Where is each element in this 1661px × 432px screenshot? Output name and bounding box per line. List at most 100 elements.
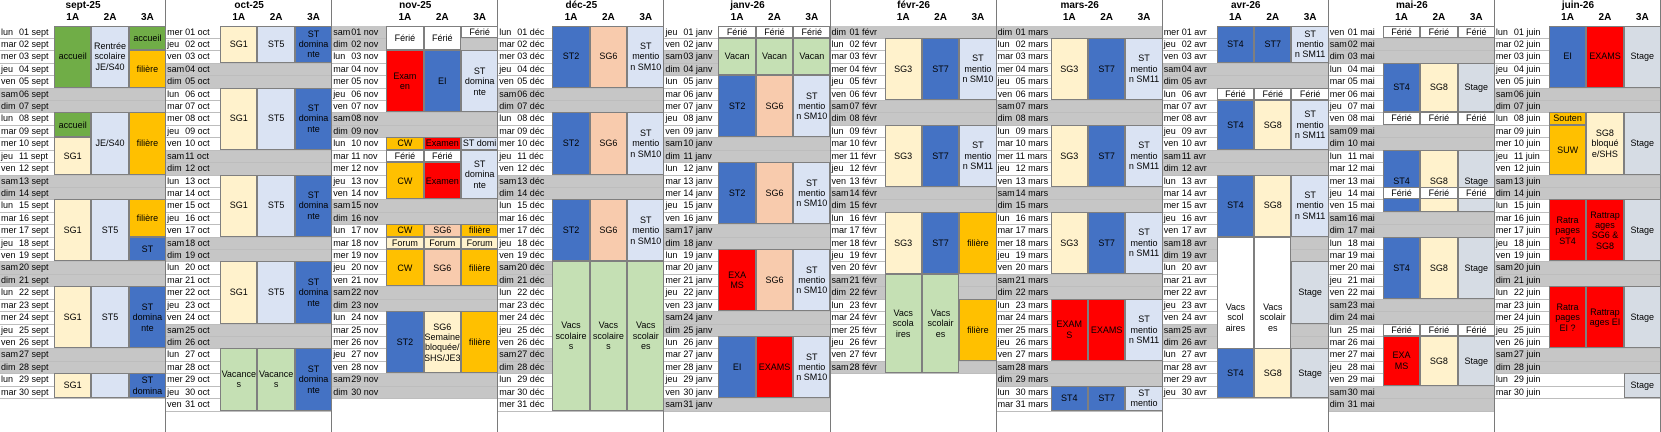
schedule-block[interactable]: Rattrap ages EI [1586, 286, 1624, 349]
schedule-block[interactable]: EI [1548, 25, 1587, 88]
schedule-block[interactable] [91, 373, 129, 399]
schedule-block[interactable]: SG8 bloqué e/SHS [1586, 112, 1624, 175]
schedule-block[interactable]: Férié [386, 25, 424, 51]
schedule-block[interactable]: ST5 [257, 261, 295, 324]
schedule-block[interactable]: Férié [386, 149, 424, 163]
schedule-block[interactable]: Ratra pages ST4 [1548, 199, 1587, 262]
schedule-block[interactable]: Vacs scola ires [884, 273, 922, 374]
schedule-block[interactable]: SG1 [220, 174, 258, 237]
schedule-block[interactable]: EXA MS [718, 249, 756, 312]
schedule-block[interactable]: ST2 [552, 199, 590, 262]
schedule-block[interactable]: Férié [718, 25, 756, 38]
schedule-block[interactable]: SG6 Semaine bloquée/ SHS/JE3 [423, 311, 461, 374]
schedule-block[interactable]: ST mentio n SM11 [1125, 211, 1163, 274]
schedule-block[interactable]: ST5 [257, 25, 295, 63]
schedule-block[interactable]: Vacance s [257, 348, 295, 411]
schedule-block[interactable]: Stage [1457, 336, 1495, 386]
schedule-block[interactable]: Férié [460, 25, 499, 38]
schedule-block[interactable]: Forum [423, 236, 461, 250]
schedule-block[interactable]: Férié [1382, 112, 1421, 125]
schedule-block[interactable]: ST domi [460, 137, 499, 150]
schedule-block[interactable]: Forum [386, 236, 424, 250]
schedule-block[interactable]: Férié [793, 25, 831, 38]
schedule-block[interactable]: ST domina nte [128, 286, 167, 349]
schedule-block[interactable]: CW [386, 224, 424, 237]
schedule-block[interactable]: ST7 [1254, 25, 1292, 63]
schedule-block[interactable]: SUW [1548, 124, 1587, 175]
schedule-block[interactable]: Férié [755, 25, 794, 38]
schedule-block[interactable]: SG1 [220, 25, 258, 63]
schedule-block[interactable]: Férié [1457, 25, 1495, 38]
schedule-block[interactable]: ST domina nte [294, 87, 333, 150]
schedule-block[interactable]: Férié [423, 149, 461, 163]
schedule-block[interactable]: filière [128, 112, 167, 175]
schedule-block[interactable]: ST2 [386, 311, 424, 374]
schedule-block[interactable]: ST4 [1050, 385, 1088, 411]
schedule-block[interactable]: filière [128, 50, 167, 88]
schedule-block[interactable]: ST5 [91, 199, 129, 262]
schedule-block[interactable]: ST mentio n SM10 [627, 199, 665, 262]
schedule-block[interactable]: ST mentio n SM10 [627, 25, 665, 88]
schedule-block[interactable]: ST [128, 236, 167, 262]
schedule-block[interactable]: ST4 [1382, 149, 1421, 212]
schedule-block[interactable]: ST4 [1216, 100, 1255, 150]
schedule-block[interactable]: accueil [128, 25, 167, 51]
schedule-block[interactable]: ST domina nte [294, 348, 333, 411]
schedule-block[interactable]: Vacan [793, 37, 831, 76]
schedule-block[interactable]: Stage [1623, 286, 1661, 349]
schedule-block[interactable]: ST mentio n SM10 [793, 162, 831, 225]
schedule-block[interactable]: filière [460, 311, 499, 374]
schedule-block[interactable]: JE/S40 [91, 112, 129, 175]
schedule-block[interactable]: SG1 [54, 137, 92, 175]
schedule-block[interactable]: ST2 [718, 75, 756, 138]
schedule-block[interactable]: filière [959, 298, 997, 361]
schedule-block[interactable]: filière [460, 224, 499, 237]
schedule-block[interactable]: Férié [1420, 112, 1458, 125]
schedule-block[interactable]: Souten [1548, 112, 1587, 125]
schedule-block[interactable]: SG3 [884, 37, 922, 100]
schedule-block[interactable]: ST5 [91, 286, 129, 349]
schedule-block[interactable]: Examen [423, 137, 461, 150]
schedule-block[interactable]: ST domina nte [294, 25, 333, 63]
schedule-block[interactable]: SG1 [54, 286, 92, 349]
schedule-block[interactable]: SG6 [589, 112, 628, 175]
schedule-block[interactable]: ST7 [921, 211, 960, 274]
schedule-block[interactable]: Stage [1623, 112, 1661, 175]
schedule-block[interactable]: filière [128, 199, 167, 237]
schedule-block[interactable]: Examen [423, 162, 461, 200]
schedule-block[interactable]: CW [386, 162, 424, 200]
schedule-block[interactable]: SG8 [1420, 236, 1458, 299]
schedule-block[interactable]: ST7 [921, 37, 960, 100]
schedule-block[interactable]: Férié [1291, 87, 1329, 100]
schedule-block[interactable]: SG6 [589, 199, 628, 262]
schedule-block[interactable]: ST mentio n SM10 [793, 336, 831, 399]
schedule-block[interactable]: SG8 [1420, 336, 1458, 386]
schedule-block[interactable]: ST domina nte [460, 50, 499, 113]
schedule-block[interactable]: Stage [1623, 25, 1661, 88]
schedule-block[interactable]: Stage [1457, 62, 1495, 113]
schedule-block[interactable]: EXAMS [1586, 25, 1624, 88]
schedule-block[interactable]: Vacance s [220, 348, 258, 411]
schedule-block[interactable]: ST4 [1382, 236, 1421, 299]
schedule-block[interactable]: Férié [1420, 323, 1458, 336]
schedule-block[interactable]: ST mentio [1125, 385, 1163, 411]
schedule-block[interactable]: Férié [1457, 112, 1495, 125]
schedule-block[interactable]: SG1 [220, 87, 258, 150]
schedule-block[interactable]: Rattrap ages SG6 & SG8 [1586, 199, 1624, 262]
schedule-block[interactable]: SG3 [1050, 211, 1088, 274]
schedule-block[interactable]: EI [718, 336, 756, 399]
schedule-block[interactable]: SG8 [1254, 174, 1292, 237]
schedule-block[interactable]: ST mentio n SM10 [793, 249, 831, 312]
schedule-block[interactable]: Stage [1291, 348, 1329, 399]
schedule-block[interactable]: ST mentio n SM10 [959, 37, 997, 100]
schedule-block[interactable]: Vacan [718, 37, 756, 76]
schedule-block[interactable]: EXAMS [755, 336, 794, 399]
schedule-block[interactable]: SG8 [1254, 100, 1292, 150]
schedule-block[interactable]: SG3 [1050, 124, 1088, 187]
schedule-block[interactable]: ST mentio n SM11 [959, 124, 997, 187]
schedule-block[interactable]: EXAMS [1087, 298, 1126, 361]
schedule-block[interactable]: ST5 [257, 174, 295, 237]
schedule-block[interactable]: Férié [1382, 25, 1421, 38]
schedule-block[interactable]: ST domina [128, 373, 167, 399]
schedule-block[interactable]: Férié [1254, 87, 1292, 100]
